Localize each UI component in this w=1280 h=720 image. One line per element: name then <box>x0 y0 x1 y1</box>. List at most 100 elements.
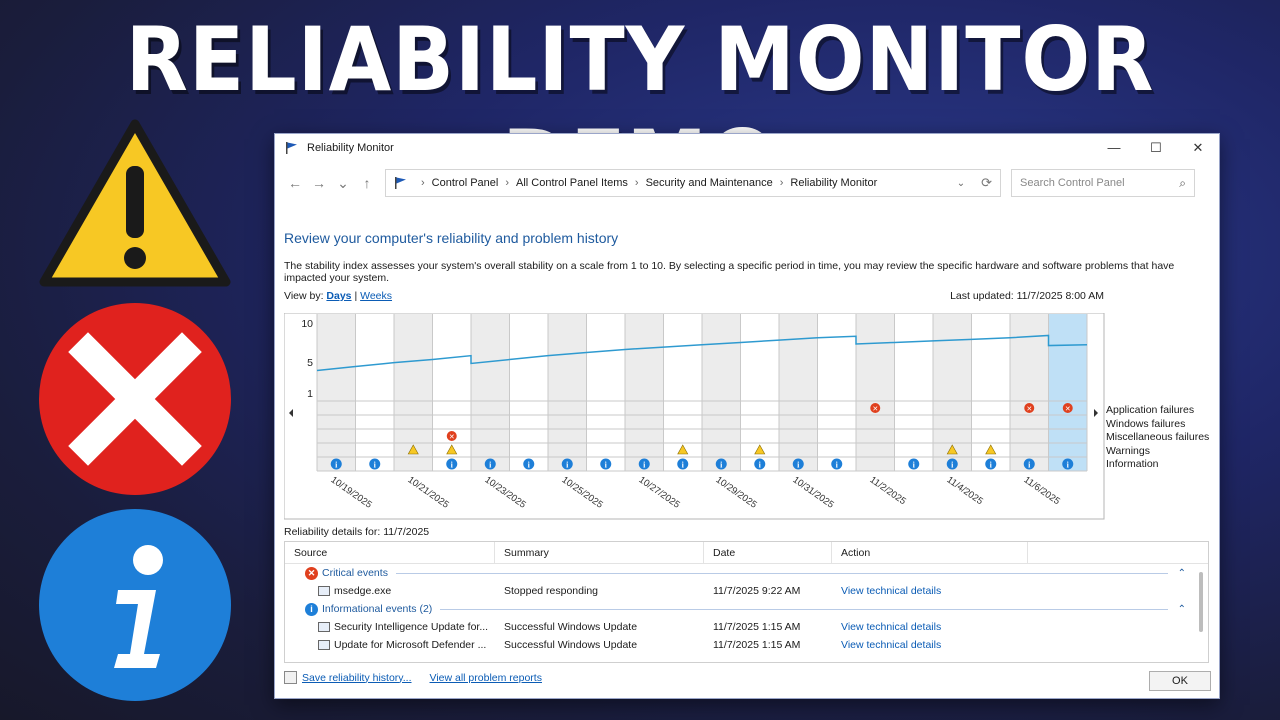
view-weeks-link[interactable]: Weeks <box>360 290 393 302</box>
warning-marker <box>754 444 766 455</box>
group-critical-events[interactable]: ✕ Critical events ⌃ <box>285 564 1208 582</box>
reliability-monitor-window: Reliability Monitor — ☐ ✕ ← → ⌄ ↑ › Cont… <box>274 133 1220 699</box>
information-marker-glyph: i <box>797 461 800 470</box>
back-arrow-icon[interactable]: ← <box>288 175 302 191</box>
information-marker <box>792 458 804 470</box>
forward-arrow-icon[interactable]: → <box>312 175 326 191</box>
information-marker-glyph: i <box>566 461 569 470</box>
day-column <box>317 314 356 471</box>
close-button[interactable]: ✕ <box>1192 140 1204 155</box>
address-bar[interactable]: › Control Panel › All Control Panel Item… <box>385 169 1001 197</box>
information-marker-glyph: i <box>720 461 723 470</box>
table-row[interactable]: Update for Microsoft Defender ... Succes… <box>285 636 1208 654</box>
day-column <box>1010 314 1049 471</box>
stability-chart[interactable]: 10 5 1 ✕ ✕ ✕ ✕ i i i i i i i i i i i i i i i i i i 10/19/2025 10/2… <box>284 313 1219 520</box>
failure-marker-glyph: ✕ <box>872 405 878 413</box>
table-row[interactable]: Security Intelligence Update for... Succ… <box>285 618 1208 636</box>
information-marker-glyph: i <box>682 461 685 470</box>
group-title: Informational events (2) <box>322 603 433 615</box>
scrollbar[interactable] <box>1199 572 1203 632</box>
warning-marker <box>946 444 958 455</box>
row-date: 11/7/2025 1:15 AM <box>713 639 801 651</box>
information-marker <box>831 458 843 470</box>
row-source: msedge.exe <box>334 585 392 597</box>
chevron-up-icon[interactable]: ⌃ <box>1177 567 1186 579</box>
row-summary: Stopped responding <box>504 585 598 597</box>
view-all-reports-link[interactable]: View all problem reports <box>429 671 542 684</box>
window-title: Reliability Monitor <box>307 142 394 154</box>
information-marker <box>1023 458 1035 470</box>
row-label-information: Information <box>1106 458 1159 470</box>
recent-locations-icon[interactable]: ⌄ <box>337 174 349 191</box>
chevron-down-icon[interactable]: ⌄ <box>956 177 966 189</box>
warning-marker <box>446 444 458 455</box>
failure-marker <box>446 431 457 441</box>
day-column <box>894 314 933 471</box>
view-technical-details-link[interactable]: View technical details <box>841 639 942 651</box>
information-marker <box>985 458 997 470</box>
info-icon <box>39 509 231 701</box>
scroll-left-icon <box>289 409 293 417</box>
day-column <box>625 314 664 471</box>
information-marker-glyph: i <box>451 461 454 470</box>
breadcrumb-control-panel[interactable]: Control Panel <box>431 177 499 189</box>
scroll-right-icon <box>1094 409 1098 417</box>
view-separator: | <box>354 290 358 302</box>
failure-marker-glyph: ✕ <box>1026 405 1032 413</box>
warning-marker <box>407 444 419 455</box>
information-marker-glyph: i <box>1067 461 1070 470</box>
details-label: Reliability details for: 11/7/2025 <box>284 526 430 538</box>
refresh-icon[interactable]: ⟳ <box>981 175 992 190</box>
save-history-link[interactable]: Save reliability history... <box>302 671 412 684</box>
row-source: Security Intelligence Update for... <box>334 621 489 633</box>
column-summary[interactable]: Summary <box>495 542 704 564</box>
column-action[interactable]: Action <box>832 542 1028 564</box>
row-label-misc-failures: Miscellaneous failures <box>1106 431 1210 443</box>
row-summary: Successful Windows Update <box>504 621 638 633</box>
information-marker-glyph: i <box>836 461 839 470</box>
breadcrumb-reliability[interactable]: Reliability Monitor <box>790 177 878 189</box>
app-icon <box>318 640 330 650</box>
y-tick-label: 5 <box>307 357 313 369</box>
information-marker <box>638 458 650 470</box>
breadcrumb-chevron-icon: › <box>421 177 425 189</box>
event-row-labels: Application failures Windows failures Mi… <box>1106 404 1209 472</box>
stability-index-line <box>316 334 1088 372</box>
view-days-link[interactable]: Days <box>326 290 352 302</box>
search-input[interactable]: Search Control Panel ⌕ <box>1011 169 1195 197</box>
info-icon: i <box>305 602 318 616</box>
save-icon <box>284 671 297 684</box>
column-date[interactable]: Date <box>704 542 832 564</box>
breadcrumb-all-items[interactable]: All Control Panel Items <box>516 177 628 189</box>
y-tick-label: 1 <box>307 388 313 400</box>
group-informational-events[interactable]: i Informational events (2) ⌃ <box>285 600 1208 618</box>
app-icon <box>318 586 330 596</box>
column-source[interactable]: Source <box>285 542 495 564</box>
day-column <box>355 314 394 471</box>
breadcrumb: › Control Panel › All Control Panel Item… <box>414 177 877 189</box>
information-marker <box>600 458 612 470</box>
row-label-app-failures: Application failures <box>1106 404 1195 416</box>
minimize-button[interactable]: — <box>1107 140 1121 155</box>
view-by-label: View by: <box>284 290 324 302</box>
breadcrumb-security[interactable]: Security and Maintenance <box>645 177 773 189</box>
chevron-up-icon[interactable]: ⌃ <box>1177 603 1186 615</box>
day-column <box>548 314 587 471</box>
information-marker <box>946 458 958 470</box>
table-row[interactable]: msedge.exe Stopped responding 11/7/2025 … <box>285 582 1208 600</box>
up-arrow-icon[interactable]: ↑ <box>363 175 371 191</box>
warning-marker <box>985 444 997 455</box>
view-technical-details-link[interactable]: View technical details <box>841 621 942 633</box>
view-technical-details-link[interactable]: View technical details <box>841 585 942 597</box>
information-marker-glyph: i <box>528 461 531 470</box>
failure-marker-glyph: ✕ <box>449 433 455 441</box>
group-divider <box>440 608 1168 610</box>
day-column <box>509 314 548 471</box>
page-heading: Review your computer's reliability and p… <box>284 230 619 246</box>
warning-marker <box>677 444 689 455</box>
breadcrumb-chevron-icon: › <box>505 177 509 189</box>
maximize-button[interactable]: ☐ <box>1150 140 1162 155</box>
search-icon[interactable]: ⌕ <box>1179 175 1186 190</box>
ok-button[interactable]: OK <box>1149 671 1211 691</box>
page-description: The stability index assesses your system… <box>284 260 1175 284</box>
